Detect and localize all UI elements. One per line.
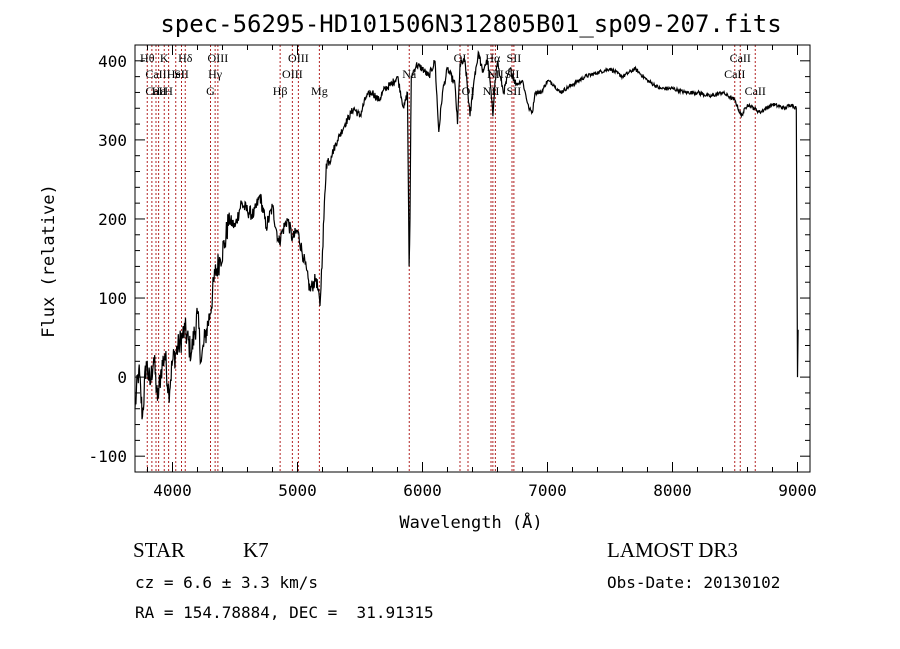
axis-ticks: 4000 5000 6000 7000 8000 9000 -100 0 100 200 300 40… [88, 44, 817, 500]
x-tick-label: 4000 [153, 481, 192, 500]
line-label: Hβ [273, 84, 288, 98]
y-tick-label: 100 [98, 289, 127, 308]
chart-title: spec-56295-HD101506N312805B01_sp09-207.f… [160, 10, 781, 38]
line-label: OI [454, 51, 467, 65]
line-label: CaII [745, 84, 766, 98]
line-label: CaII [724, 67, 745, 81]
line-label: HeI [167, 67, 185, 81]
x-tick-label: 6000 [403, 481, 442, 500]
line-label: G [206, 84, 215, 98]
y-tick-label: 300 [98, 131, 127, 150]
line-label: SII [174, 67, 189, 81]
x-tick-label: 5000 [278, 481, 317, 500]
line-label: Hγ [208, 67, 223, 81]
survey-name: LAMOST DR3 [607, 538, 738, 562]
line-label: Hδ [178, 51, 193, 65]
line-label: Mg [311, 84, 328, 98]
line-label: CaII [145, 67, 166, 81]
x-tick-label: 8000 [653, 481, 692, 500]
x-tick-label: 7000 [528, 481, 567, 500]
line-label: CaII [730, 51, 751, 65]
line-label: Hε [152, 84, 166, 98]
x-tick-label: 9000 [778, 481, 817, 500]
y-tick-label: -100 [88, 447, 127, 466]
coordinates: RA = 154.78884, DEC = 31.91315 [135, 603, 434, 622]
plot-frame [134, 44, 811, 473]
line-label: OIII [288, 51, 309, 65]
line-label: OIII [282, 67, 303, 81]
object-class: STAR [133, 538, 185, 562]
line-label: H [164, 84, 173, 98]
object-subclass: K7 [243, 538, 269, 562]
y-tick-label: 200 [98, 210, 127, 229]
y-tick-label: 400 [98, 52, 127, 71]
y-axis-label: Flux (relative) [39, 184, 59, 338]
y-tick-label: 0 [117, 368, 127, 387]
redshift-value: cz = 6.6 ± 3.3 km/s [135, 573, 319, 592]
line-label: SII [507, 84, 522, 98]
line-label: CaII [145, 84, 166, 98]
line-label: SII [507, 51, 522, 65]
line-label: OIII [208, 51, 229, 65]
line-label: K [160, 51, 169, 65]
spectrum-line [134, 50, 799, 420]
x-axis-label: Wavelength (Å) [399, 511, 542, 533]
spectral-line-markers [146, 45, 756, 472]
line-label: Hθ [140, 51, 155, 65]
observation-date: Obs-Date: 20130102 [607, 573, 781, 592]
